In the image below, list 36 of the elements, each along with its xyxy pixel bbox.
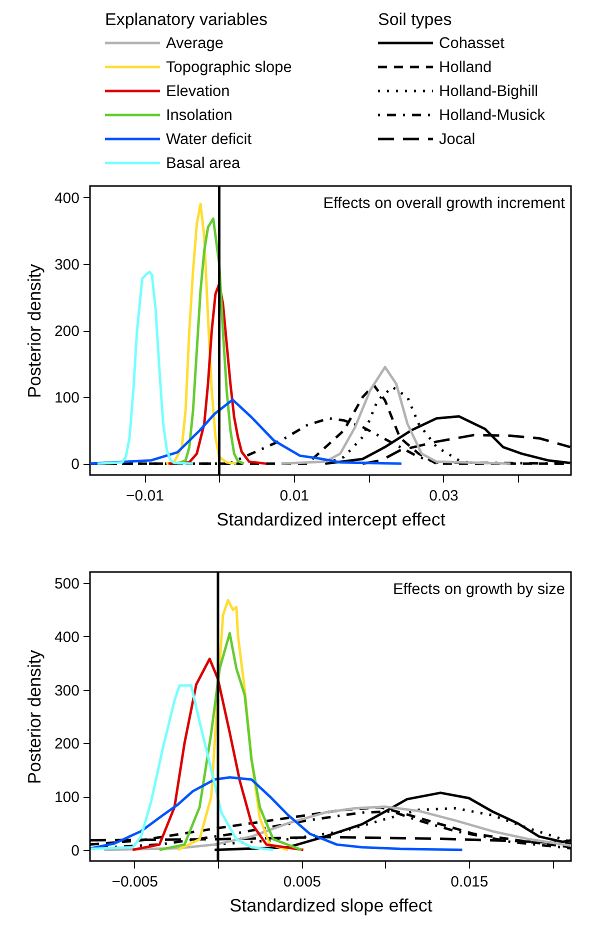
legend-label: Insolation: [166, 107, 232, 124]
legend-label: Holland-Musick: [439, 107, 546, 124]
y-tick-label: 400: [54, 190, 80, 207]
x-axis-title: Standardized slope effect: [230, 896, 432, 916]
y-tick-label: 300: [54, 682, 80, 700]
y-tick-label: 100: [54, 390, 80, 407]
x-tick-label: 0.015: [450, 874, 488, 890]
legend-title: Soil types: [378, 10, 452, 29]
y-tick-label: 500: [54, 576, 80, 593]
y-tick-label: 0: [71, 456, 80, 474]
legend-label: Average: [166, 35, 224, 52]
y-axis-title: Posterior density: [24, 264, 44, 398]
annotation: Effects on overall growth increment: [323, 195, 566, 212]
x-axis-title: Standardized intercept effect: [216, 510, 446, 530]
y-tick-label: 200: [54, 323, 80, 340]
legend-label: Jocal: [439, 131, 476, 148]
legend-label: Water deficit: [166, 131, 252, 148]
legend-title: Explanatory variables: [105, 10, 268, 29]
annotation: Effects on growth by size: [392, 581, 565, 598]
legend-label: Cohasset: [439, 35, 506, 52]
x-tick-label: 0.005: [283, 874, 321, 890]
y-tick-label: 400: [54, 628, 80, 646]
legend-label: Holland-Bighill: [439, 83, 538, 100]
x-tick-label: 0.03: [429, 488, 458, 504]
legend-label: Elevation: [166, 83, 230, 100]
y-tick-label: 200: [54, 736, 80, 753]
x-tick-label: −0.005: [112, 874, 158, 890]
legend-label: Topographic slope: [166, 59, 292, 76]
y-axis-title: Posterior density: [24, 650, 44, 784]
y-tick-label: 100: [54, 789, 80, 806]
x-tick-label: −0.01: [126, 488, 164, 504]
legend-label: Basal area: [166, 155, 240, 172]
y-tick-label: 300: [54, 256, 80, 274]
y-tick-label: 0: [71, 842, 80, 860]
legend-label: Holland: [439, 59, 492, 76]
x-tick-label: 0.01: [280, 488, 310, 504]
